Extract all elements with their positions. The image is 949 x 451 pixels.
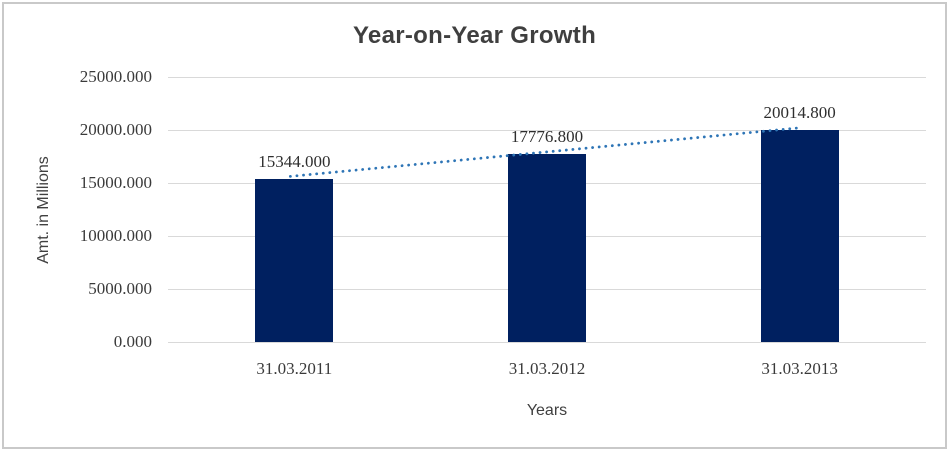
bar bbox=[255, 179, 334, 342]
y-tick-label: 15000.000 bbox=[79, 173, 152, 192]
gridline bbox=[168, 76, 926, 78]
data-label: 20014.800 bbox=[763, 102, 836, 122]
y-tick-label: 10000.000 bbox=[79, 226, 152, 245]
x-tick-label: 31.03.2013 bbox=[761, 359, 838, 378]
y-tick-label: 0.000 bbox=[113, 332, 152, 351]
gridline bbox=[168, 341, 926, 343]
y-tick-label: 25000.000 bbox=[79, 67, 152, 86]
x-tick-label: 31.03.2011 bbox=[256, 359, 333, 378]
bar bbox=[508, 153, 586, 342]
y-tick-label: 5000.000 bbox=[88, 279, 152, 298]
data-label: 17776.800 bbox=[510, 126, 584, 146]
chart-title: Year-on-Year Growth bbox=[352, 22, 597, 49]
bar bbox=[760, 129, 839, 342]
x-tick-label: 31.03.2012 bbox=[508, 359, 586, 378]
x-axis-title: Years bbox=[526, 402, 568, 419]
data-label: 15344.000 bbox=[258, 152, 331, 172]
y-tick-label: 20000.000 bbox=[79, 120, 152, 139]
